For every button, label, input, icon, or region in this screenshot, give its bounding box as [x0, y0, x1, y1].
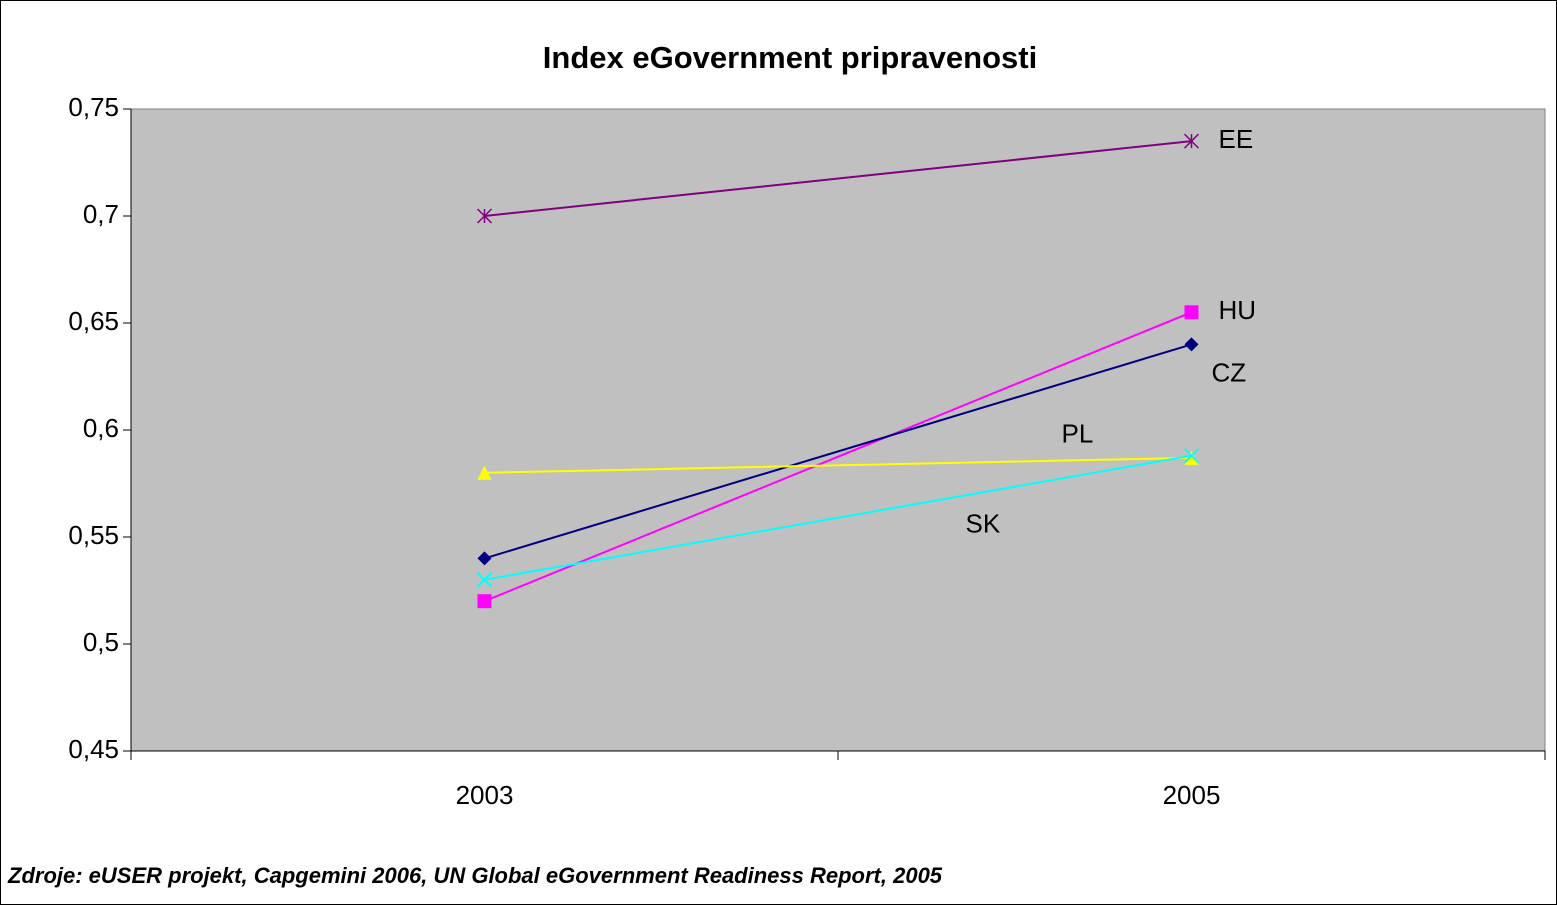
series-label: EE: [1219, 124, 1254, 154]
y-tick-label: 0,75: [68, 92, 119, 122]
source-note: Zdroje: eUSER projekt, Capgemini 2006, U…: [7, 863, 943, 888]
series-line: [484, 343, 1192, 560]
series-line: [484, 140, 1192, 217]
y-tick-label: 0,45: [68, 734, 119, 764]
marker: [477, 465, 492, 480]
marker: [1184, 337, 1199, 352]
series-label: SK: [966, 509, 1001, 539]
x-tick-label: 2005: [1163, 780, 1221, 810]
series-line: [484, 454, 1192, 581]
series-label: HU: [1219, 295, 1257, 325]
y-tick-label: 0,65: [68, 306, 119, 336]
x-tick-label: 2003: [456, 780, 514, 810]
marker: [1183, 447, 1200, 464]
marker: [477, 551, 492, 566]
marker: [477, 594, 492, 609]
y-tick-label: 0,55: [68, 520, 119, 550]
marker: [1184, 450, 1199, 465]
series-label: PL: [1062, 419, 1094, 449]
y-tick-label: 0,5: [83, 627, 119, 657]
plot-area: [130, 108, 1546, 752]
marker: [476, 208, 493, 224]
series-line: [484, 311, 1192, 603]
marker: [476, 572, 493, 588]
series-label: CZ: [1212, 357, 1247, 387]
marker: [1184, 305, 1199, 320]
y-tick-label: 0,7: [83, 199, 119, 229]
marker: [1183, 133, 1200, 149]
series-line: [484, 456, 1192, 474]
y-tick-label: 0,6: [83, 413, 119, 443]
chart-title: Index eGovernment pripravenosti: [543, 40, 1037, 75]
